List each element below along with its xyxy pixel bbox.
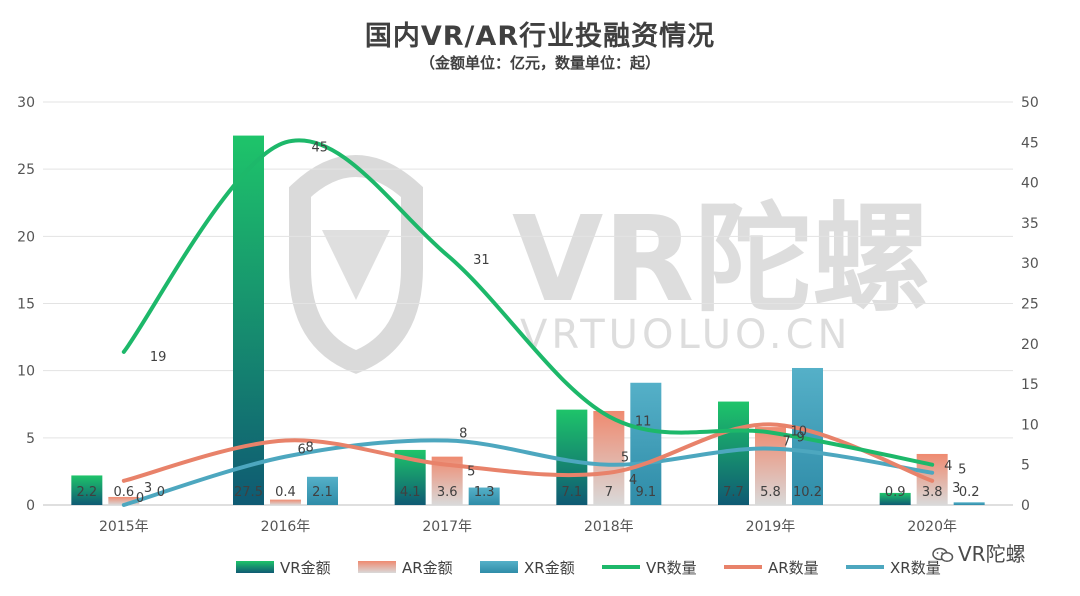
line-value-label: 19 bbox=[150, 350, 167, 365]
y-left-tick-label: 30 bbox=[17, 95, 35, 111]
bar-value-label: 3.8 bbox=[922, 485, 943, 500]
x-tick-label: 2020年 bbox=[907, 519, 957, 535]
x-tick-label: 2018年 bbox=[584, 519, 634, 535]
bar-value-label: 2.1 bbox=[312, 485, 333, 500]
bar-VR金额 bbox=[71, 475, 103, 505]
bar-value-label: 4.1 bbox=[400, 485, 421, 500]
line-value-label: 5 bbox=[621, 451, 629, 466]
wechat-icon bbox=[932, 544, 954, 563]
line-value-label: 7 bbox=[783, 435, 791, 450]
bar-group bbox=[71, 135, 985, 506]
line-value-label: 8 bbox=[459, 427, 467, 442]
bar-value-label: 7.7 bbox=[723, 485, 744, 500]
y-left-tick-label: 15 bbox=[17, 297, 35, 313]
y-right-tick-label: 30 bbox=[1021, 256, 1039, 272]
y-left-tick-label: 20 bbox=[17, 229, 35, 245]
legend-label: VR数量 bbox=[646, 559, 697, 577]
y-left-tick-label: 25 bbox=[17, 162, 35, 178]
y-right-tick-label: 10 bbox=[1021, 417, 1039, 433]
line-value-label: 3 bbox=[952, 481, 960, 496]
bar-value-label: 0.9 bbox=[885, 485, 906, 500]
legend-swatch bbox=[480, 561, 518, 573]
data-labels: 2.2 27.5 4.1 7.1 7.7 0.9 0.6 0.4 3.6 7 5.8 3.8 0 2.1 1… bbox=[76, 140, 979, 506]
bar-AR金额 bbox=[270, 499, 301, 505]
line-value-label: 31 bbox=[473, 253, 490, 268]
x-tick-label: 2017年 bbox=[422, 519, 472, 535]
bar-AR金额 bbox=[755, 427, 786, 505]
bar-value-label: 0.2 bbox=[959, 485, 980, 500]
y-right-tick-label: 50 bbox=[1021, 95, 1039, 111]
y-right-tick-label: 40 bbox=[1021, 176, 1039, 192]
y-right-tick-label: 35 bbox=[1021, 216, 1039, 232]
line-AR数量 bbox=[121, 422, 935, 483]
watermark-shield-inner bbox=[322, 230, 390, 300]
bar-XR金额 bbox=[630, 382, 662, 505]
legend-label: XR金额 bbox=[524, 559, 575, 577]
bar-value-label: 7.1 bbox=[561, 485, 582, 500]
bar-value-label: 2.2 bbox=[76, 485, 97, 500]
y-right-tick-label: 0 bbox=[1021, 498, 1030, 514]
line-value-label: 0 bbox=[136, 491, 144, 506]
watermark-text: VR陀螺 bbox=[512, 190, 930, 328]
chart-title: 国内VR/AR行业投融资情况 bbox=[364, 21, 716, 52]
y-right-tick-label: 15 bbox=[1021, 377, 1039, 393]
brand-footer: VR陀螺 bbox=[932, 538, 1026, 567]
x-tick-label: 2019年 bbox=[746, 519, 796, 535]
x-tick-label: 2016年 bbox=[261, 519, 311, 535]
chart-subtitle: （金额单位：亿元，数量单位：起） bbox=[419, 54, 660, 72]
legend: VR金额 AR金额 XR金额 VR数量 AR数量 XR数量 bbox=[236, 559, 941, 577]
watermark-url: VRTUOLUO.CN bbox=[520, 312, 851, 358]
legend-label: VR金额 bbox=[280, 559, 331, 577]
legend-label: AR数量 bbox=[768, 559, 819, 577]
legend-label: XR数量 bbox=[890, 559, 941, 577]
y-left-tick-label: 5 bbox=[26, 431, 35, 447]
brand-text: VR陀螺 bbox=[958, 542, 1026, 566]
legend-swatch bbox=[358, 561, 396, 573]
bar-AR金额 bbox=[593, 410, 625, 505]
bar-value-label: 0.6 bbox=[113, 485, 134, 500]
x-tick-label: 2015年 bbox=[99, 519, 149, 535]
line-value-label: 10 bbox=[791, 424, 808, 439]
bar-value-label: 10.2 bbox=[793, 485, 822, 500]
line-group bbox=[121, 138, 935, 507]
bar-AR金额 bbox=[108, 496, 140, 505]
line-XR数量 bbox=[121, 438, 935, 507]
y-right-tick-label: 5 bbox=[1021, 458, 1030, 474]
bar-value-label: 5.8 bbox=[760, 485, 781, 500]
line-value-label: 45 bbox=[312, 140, 329, 155]
bar-value-label: 0.4 bbox=[275, 485, 296, 500]
legend-swatch bbox=[236, 561, 274, 573]
line-value-label: 5 bbox=[958, 463, 966, 478]
y-left-tick-label: 10 bbox=[17, 364, 35, 380]
line-value-label: 4 bbox=[629, 473, 637, 488]
bar-value-label: 1.3 bbox=[474, 485, 495, 500]
y-right-tick-label: 45 bbox=[1021, 135, 1039, 151]
line-value-label: 5 bbox=[467, 465, 475, 480]
bar-XR金额 bbox=[953, 502, 985, 505]
bar-XR金额 bbox=[468, 487, 500, 505]
legend-label: AR金额 bbox=[402, 559, 453, 577]
bar-value-label: 9.1 bbox=[635, 485, 656, 500]
line-value-label: 8 bbox=[306, 441, 314, 456]
gridlines bbox=[43, 101, 1013, 506]
y-right-tick-label: 25 bbox=[1021, 297, 1039, 313]
line-value-label: 4 bbox=[944, 459, 952, 474]
bar-XR金额 bbox=[307, 476, 338, 505]
bar-VR金额 bbox=[879, 492, 911, 505]
bar-value-label: 27.5 bbox=[234, 485, 263, 500]
line-value-label: 3 bbox=[144, 481, 152, 496]
line-value-label: 11 bbox=[635, 414, 652, 429]
y-right-tick-label: 20 bbox=[1021, 337, 1039, 353]
bar-value-label: 0 bbox=[157, 485, 165, 500]
bar-value-label: 3.6 bbox=[437, 485, 458, 500]
line-value-label: 6 bbox=[298, 443, 306, 458]
y-left-tick-label: 0 bbox=[26, 498, 35, 514]
line-VR数量 bbox=[121, 138, 935, 467]
bar-value-label: 7 bbox=[605, 485, 613, 500]
line-value-label: 9 bbox=[797, 430, 805, 445]
